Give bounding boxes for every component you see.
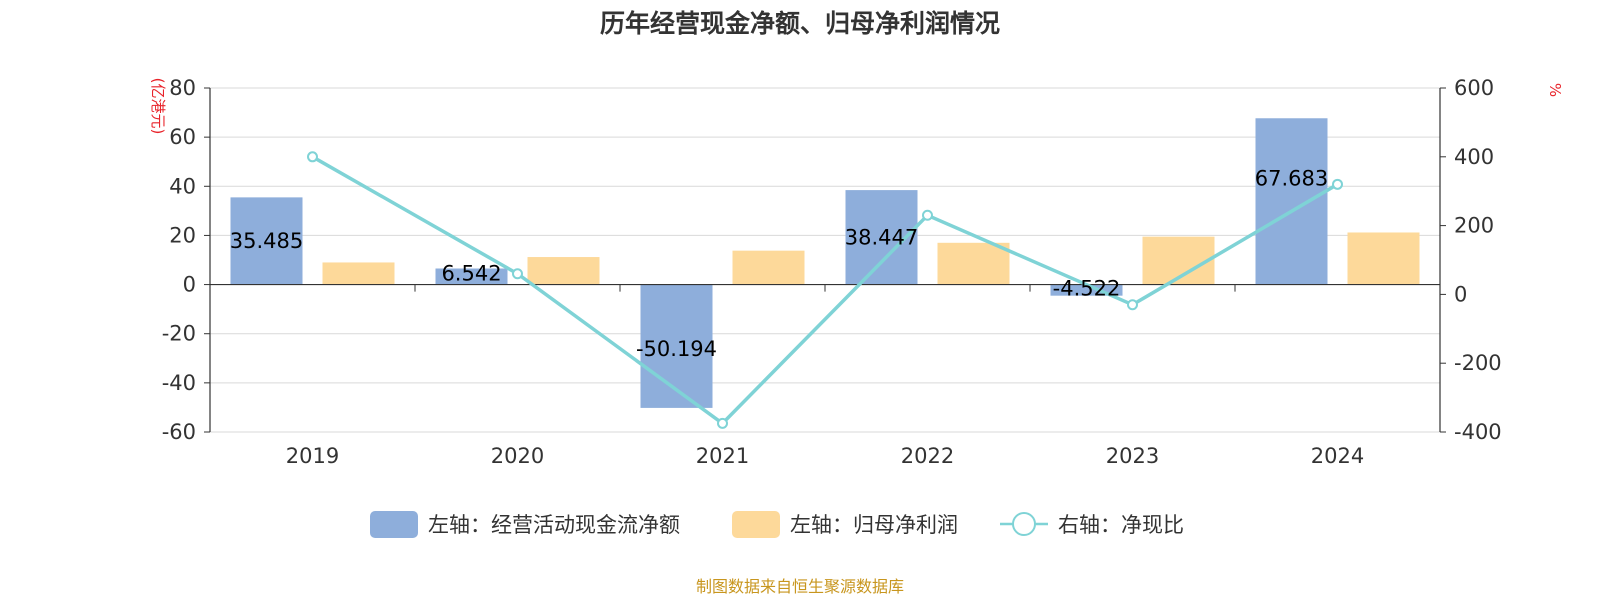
ratio-point bbox=[717, 417, 728, 429]
legend-label: 左轴：经营活动现金流净额 bbox=[428, 513, 680, 537]
right-axis-tick-label: -400 bbox=[1454, 420, 1502, 444]
cashflow-bar bbox=[435, 268, 508, 285]
axes: 806040200-20-40-606004002000-200-4002019… bbox=[162, 76, 1502, 468]
legend-item-3: 右轴：净现比 bbox=[1000, 512, 1184, 537]
line-series bbox=[307, 151, 1343, 429]
x-axis-tick-label: 2022 bbox=[901, 444, 954, 468]
legend-swatch bbox=[732, 511, 780, 538]
cashflow-bar bbox=[640, 284, 713, 408]
bar-data-label: 67.683 bbox=[1255, 166, 1328, 190]
net-profit-bar bbox=[322, 262, 395, 285]
x-axis-tick-label: 2020 bbox=[491, 444, 544, 468]
legend-swatch-marker bbox=[1012, 512, 1036, 536]
legend-item-2: 左轴：归母净利润 bbox=[732, 511, 958, 538]
left-axis-tick-label: 80 bbox=[169, 76, 196, 100]
cashflow-bar bbox=[1050, 284, 1123, 296]
left-axis-tick-label: -20 bbox=[162, 322, 196, 346]
x-axis-tick-label: 2023 bbox=[1106, 444, 1159, 468]
chart-title: 历年经营现金净额、归母净利润情况 bbox=[600, 9, 1000, 38]
ratio-point bbox=[1127, 299, 1138, 311]
legend-label: 右轴：净现比 bbox=[1058, 513, 1184, 537]
source-note: 制图数据来自恒生聚源数据库 bbox=[696, 577, 904, 596]
net-profit-bar bbox=[732, 250, 805, 285]
legend-label: 左轴：归母净利润 bbox=[790, 513, 958, 537]
x-axis-tick-label: 2021 bbox=[696, 444, 749, 468]
net-profit-bar bbox=[937, 242, 1010, 285]
right-axis-unit: % bbox=[1546, 83, 1564, 97]
left-axis-tick-label: -60 bbox=[162, 420, 196, 444]
bar-data-label: 35.485 bbox=[230, 229, 303, 253]
bar-series bbox=[230, 118, 1420, 408]
bar-data-label: -50.194 bbox=[636, 337, 717, 361]
ratio-point bbox=[512, 268, 523, 280]
legend-item-1: 左轴：经营活动现金流净额 bbox=[370, 511, 680, 538]
ratio-line bbox=[311, 155, 1339, 426]
gridlines bbox=[210, 87, 1440, 433]
right-axis-tick-label: 200 bbox=[1454, 214, 1494, 238]
left-axis-tick-label: 40 bbox=[169, 174, 196, 198]
data-labels: 35.485 6.542 -50.194 38.447 -4.522 67.683 bbox=[230, 166, 1328, 361]
right-axis-tick-label: 0 bbox=[1454, 282, 1467, 306]
right-axis-tick-label: -200 bbox=[1454, 351, 1502, 375]
bar-data-label: 6.542 bbox=[441, 262, 501, 286]
cashflow-bar bbox=[1255, 118, 1328, 285]
ratio-point bbox=[307, 151, 318, 163]
left-axis-tick-label: 60 bbox=[169, 125, 196, 149]
left-axis-tick-label: -40 bbox=[162, 371, 196, 395]
x-axis-tick-label: 2019 bbox=[286, 444, 339, 468]
bar-data-label: 38.447 bbox=[845, 225, 918, 249]
left-axis-unit: (亿港元) bbox=[149, 78, 167, 135]
ratio-point bbox=[922, 209, 933, 221]
legend-swatch bbox=[370, 511, 418, 538]
cashflow-bar bbox=[230, 197, 303, 285]
right-axis-tick-label: 400 bbox=[1454, 145, 1494, 169]
x-axis-tick-label: 2024 bbox=[1311, 444, 1364, 468]
legend: 左轴：经营活动现金流净额 左轴：归母净利润 右轴：净现比 bbox=[370, 511, 1184, 538]
net-profit-bar bbox=[527, 257, 600, 285]
bar-data-label: -4.522 bbox=[1053, 277, 1121, 301]
ratio-point bbox=[1332, 178, 1343, 190]
left-axis-tick-label: 0 bbox=[183, 273, 196, 297]
net-profit-bar bbox=[1347, 232, 1420, 285]
left-axis-tick-label: 20 bbox=[169, 223, 196, 247]
right-axis-tick-label: 600 bbox=[1454, 76, 1494, 100]
